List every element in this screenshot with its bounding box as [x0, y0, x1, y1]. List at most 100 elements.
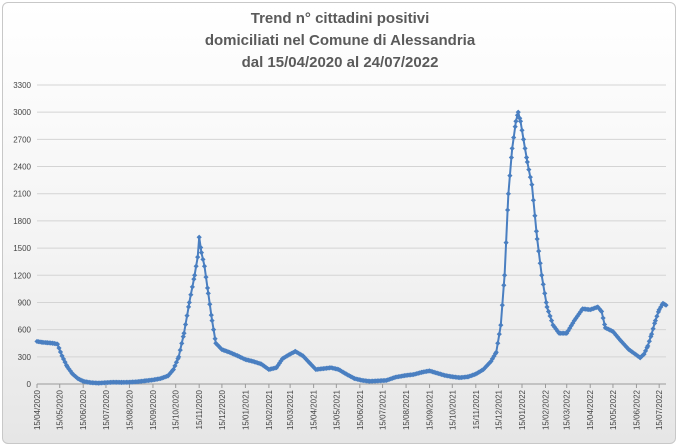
y-tick-label: 600 — [18, 326, 32, 335]
x-tick-label: 15/03/2021 — [286, 389, 295, 430]
data-point — [505, 191, 511, 197]
x-tick-label: 15/01/2021 — [241, 389, 250, 430]
data-point — [517, 118, 524, 124]
x-tick-label: 15/02/2022 — [542, 389, 551, 430]
data-point — [210, 327, 217, 333]
data-point — [645, 343, 651, 349]
data-point — [520, 136, 527, 142]
data-point — [515, 109, 521, 115]
x-tick-label: 15/05/2021 — [332, 389, 341, 430]
data-point — [203, 274, 209, 280]
data-point — [181, 330, 187, 336]
data-point — [619, 339, 625, 345]
data-point — [547, 313, 553, 319]
data-point — [649, 331, 655, 337]
data-point — [576, 311, 582, 317]
data-point — [534, 236, 540, 242]
data-point — [617, 337, 624, 344]
data-point — [614, 334, 621, 340]
x-tick-label: 15/09/2021 — [426, 389, 435, 430]
x-tick-label: 15/11/2021 — [472, 389, 481, 429]
data-point — [652, 317, 658, 324]
data-point — [511, 134, 517, 141]
data-point — [495, 340, 501, 346]
data-point — [542, 290, 548, 296]
data-point — [191, 276, 197, 282]
x-tick-label: 15/05/2022 — [609, 389, 618, 430]
x-tick-label: 15/12/2020 — [218, 389, 227, 430]
x-tick-label: 15/08/2020 — [125, 389, 134, 430]
x-tick-label: 15/07/2021 — [379, 389, 388, 430]
data-point — [635, 353, 641, 359]
data-point — [610, 328, 616, 335]
data-point — [550, 322, 556, 328]
data-point — [622, 342, 628, 349]
x-tick-label: 15/04/2020 — [33, 389, 42, 430]
gridlines — [37, 84, 666, 358]
data-point — [188, 292, 194, 298]
data-point — [537, 260, 543, 266]
data-point — [310, 363, 316, 369]
y-tick-label: 0 — [27, 380, 32, 389]
data-point — [170, 366, 177, 373]
axes — [36, 383, 666, 388]
y-tick-label: 1500 — [13, 244, 31, 253]
data-point — [527, 174, 533, 180]
data-point — [650, 326, 656, 332]
data-point — [642, 348, 649, 354]
data-point — [639, 353, 645, 359]
x-tick-label: 15/07/2020 — [102, 389, 111, 430]
data-point — [198, 244, 204, 251]
data-point — [596, 306, 602, 312]
data-point — [208, 312, 214, 318]
data-point — [523, 154, 530, 161]
data-point — [56, 345, 62, 351]
data-point — [196, 234, 202, 240]
data-point — [522, 145, 528, 152]
data-point — [519, 127, 525, 133]
data-point — [539, 272, 545, 278]
x-tick-label: 15/12/2021 — [495, 389, 504, 430]
data-point — [66, 366, 72, 372]
data-point — [488, 358, 494, 364]
data-point — [620, 341, 627, 347]
data-point — [654, 313, 660, 319]
y-tick-label: 300 — [18, 353, 32, 362]
x-tick-label: 15/06/2020 — [79, 389, 88, 430]
data-point — [524, 159, 530, 165]
data-point — [656, 307, 662, 313]
y-tick-label: 2100 — [13, 190, 31, 199]
data-point — [182, 321, 189, 328]
data-point — [641, 351, 647, 357]
data-point — [503, 240, 509, 246]
data-point — [551, 324, 558, 330]
chart-title-line-3: dal 15/04/2020 al 24/07/2022 — [241, 54, 439, 71]
series-group — [34, 109, 669, 386]
data-point — [193, 263, 199, 269]
x-tick-label: 15/02/2021 — [265, 389, 274, 430]
x-tick-label: 15/08/2021 — [402, 389, 411, 430]
data-point — [496, 331, 502, 337]
data-point — [540, 281, 546, 287]
data-point — [177, 347, 183, 353]
data-point — [173, 359, 180, 365]
data-point — [209, 317, 215, 324]
data-point — [544, 304, 550, 310]
data-point — [646, 338, 652, 344]
data-point — [600, 315, 606, 321]
data-point — [565, 328, 571, 334]
data-point — [213, 340, 219, 346]
data-point — [189, 284, 195, 290]
data-point — [526, 166, 532, 173]
data-point — [652, 320, 658, 326]
data-point — [207, 301, 213, 307]
data-point — [548, 317, 555, 324]
data-point — [185, 304, 192, 310]
y-tick-label: 2700 — [13, 135, 31, 144]
data-point — [513, 118, 519, 124]
data-point — [648, 333, 654, 340]
x-tick-label: 15/11/2020 — [195, 389, 204, 429]
y-tick-label: 1800 — [13, 217, 31, 226]
x-tick-label: 15/03/2022 — [563, 389, 572, 430]
data-point — [204, 285, 211, 291]
